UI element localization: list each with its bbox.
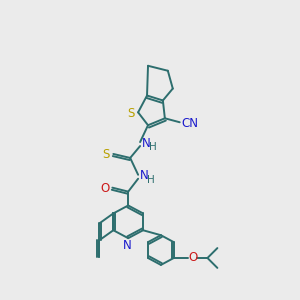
Text: O: O: [188, 251, 197, 265]
Text: N: N: [123, 238, 132, 252]
Text: H: H: [149, 142, 157, 152]
Text: O: O: [101, 182, 110, 195]
Text: N: N: [140, 169, 149, 182]
Text: H: H: [147, 175, 155, 185]
Text: S: S: [103, 148, 110, 161]
Text: S: S: [128, 107, 135, 120]
Text: N: N: [142, 136, 151, 150]
Text: CN: CN: [181, 117, 198, 130]
